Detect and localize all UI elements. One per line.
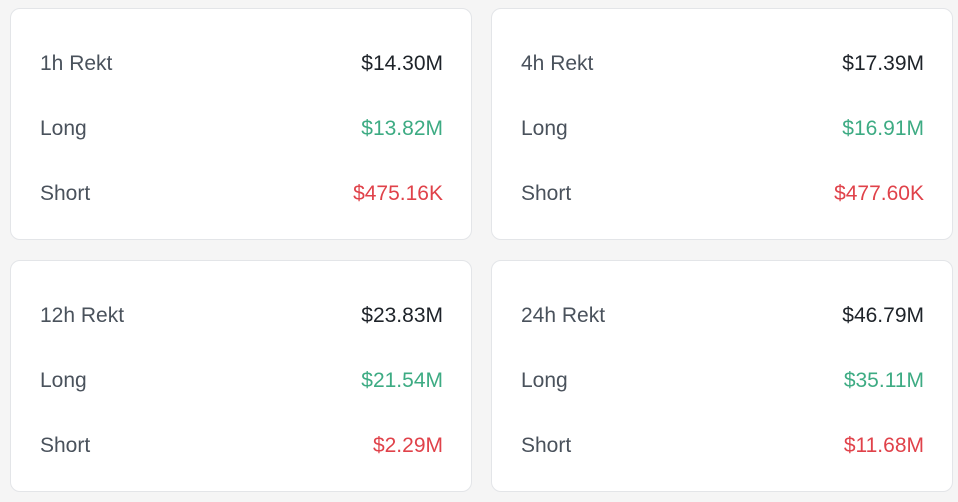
total-value: $14.30M <box>361 52 443 75</box>
long-label: Long <box>521 369 568 392</box>
card-title: 4h Rekt <box>521 52 594 75</box>
long-label: Long <box>40 117 87 140</box>
short-row: Short $11.68M <box>521 431 924 461</box>
short-label: Short <box>40 182 91 205</box>
short-value: $2.29M <box>372 434 443 457</box>
long-value: $21.54M <box>361 369 443 392</box>
short-row: Short $475.16K <box>40 179 443 209</box>
rekt-card-1h: 1h Rekt $14.30M Long $13.82M Short $475.… <box>10 8 472 240</box>
total-row: 1h Rekt $14.30M <box>40 49 443 79</box>
rekt-card-24h: 24h Rekt $46.79M Long $35.11M Short $11.… <box>491 260 953 492</box>
total-value: $46.79M <box>842 304 924 327</box>
total-row: 24h Rekt $46.79M <box>521 301 924 331</box>
long-label: Long <box>40 369 87 392</box>
total-row: 12h Rekt $23.83M <box>40 301 443 331</box>
long-row: Long $13.82M <box>40 114 443 144</box>
card-title: 1h Rekt <box>40 52 113 75</box>
long-row: Long $21.54M <box>40 366 443 396</box>
short-label: Short <box>40 434 91 457</box>
long-value: $35.11M <box>843 369 924 392</box>
short-label: Short <box>521 434 572 457</box>
long-label: Long <box>521 117 568 140</box>
long-value: $13.82M <box>361 117 443 140</box>
rekt-card-12h: 12h Rekt $23.83M Long $21.54M Short $2.2… <box>10 260 472 492</box>
total-value: $23.83M <box>361 304 443 327</box>
short-label: Short <box>521 182 572 205</box>
rekt-card-4h: 4h Rekt $17.39M Long $16.91M Short $477.… <box>491 8 953 240</box>
short-value: $475.16K <box>353 182 443 205</box>
short-row: Short $477.60K <box>521 179 924 209</box>
total-row: 4h Rekt $17.39M <box>521 49 924 79</box>
card-title: 24h Rekt <box>521 304 606 327</box>
total-value: $17.39M <box>842 52 924 75</box>
long-row: Long $35.11M <box>521 366 924 396</box>
short-value: $477.60K <box>834 182 924 205</box>
card-title: 12h Rekt <box>40 304 125 327</box>
short-value: $11.68M <box>843 434 924 457</box>
long-value: $16.91M <box>842 117 924 140</box>
short-row: Short $2.29M <box>40 431 443 461</box>
long-row: Long $16.91M <box>521 114 924 144</box>
